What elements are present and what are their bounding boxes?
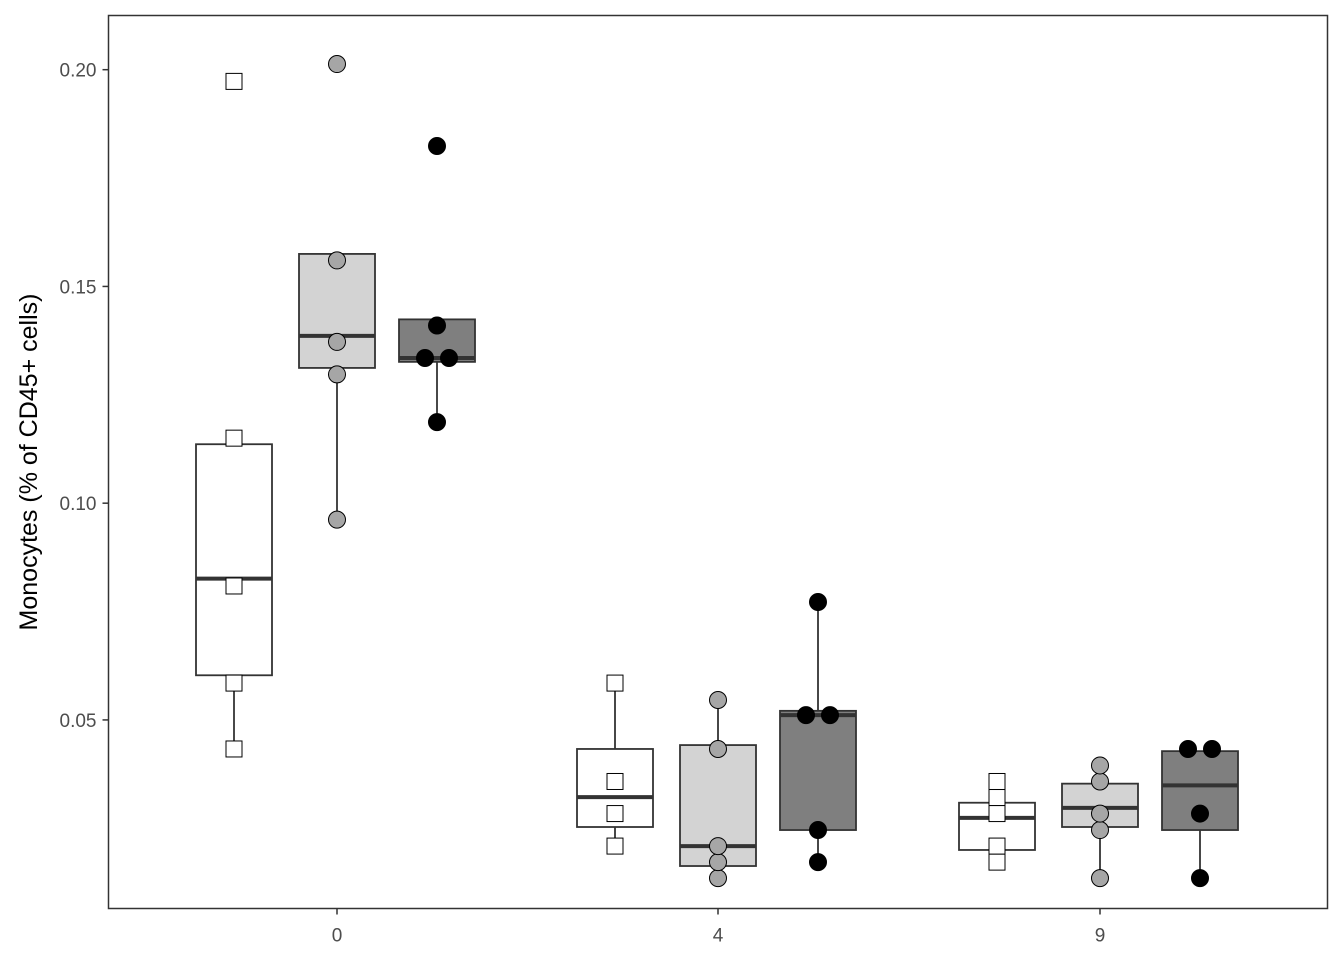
data-point — [440, 348, 458, 367]
y-tick-label: 0.05 — [60, 711, 97, 732]
data-point — [988, 837, 1006, 855]
data-point — [809, 821, 827, 840]
data-point — [988, 805, 1006, 823]
data-point — [988, 853, 1006, 871]
data-point — [709, 837, 727, 856]
data-point — [809, 853, 827, 872]
data-point — [1091, 821, 1109, 840]
data-point — [1179, 739, 1197, 758]
y-tick-label: 0.10 — [60, 494, 97, 515]
data-point — [709, 690, 727, 709]
data-point — [709, 853, 727, 872]
data-point — [1091, 804, 1109, 823]
y-tick-label: 0.15 — [60, 277, 97, 298]
data-point — [225, 72, 243, 90]
y-axis-title: Monocytes (% of CD45+ cells) — [15, 294, 43, 631]
box — [398, 318, 476, 363]
data-point — [1203, 739, 1221, 758]
box — [779, 709, 857, 831]
x-tick-label: 0 — [332, 926, 343, 947]
data-point — [709, 739, 727, 758]
data-point — [606, 772, 624, 790]
data-point — [328, 365, 346, 384]
data-point — [809, 593, 827, 612]
data-point — [709, 869, 727, 888]
data-point — [328, 55, 346, 74]
data-point — [1191, 869, 1209, 888]
data-point — [1091, 772, 1109, 791]
data-point — [428, 316, 446, 335]
data-point — [328, 332, 346, 351]
data-point — [1091, 756, 1109, 775]
data-point — [988, 772, 1006, 790]
data-point — [606, 674, 624, 692]
data-point — [1091, 869, 1109, 888]
data-point — [328, 251, 346, 270]
y-tick-label: 0.20 — [60, 61, 97, 82]
data-point — [606, 837, 624, 855]
data-point — [328, 510, 346, 529]
data-point — [606, 805, 624, 823]
chart-marks — [195, 55, 1239, 888]
data-point — [428, 413, 446, 432]
x-tick-label: 9 — [1095, 926, 1106, 947]
data-point — [988, 789, 1006, 807]
data-point — [821, 706, 839, 725]
box — [195, 443, 273, 677]
data-point — [225, 429, 243, 447]
data-point — [225, 674, 243, 692]
data-point — [416, 348, 434, 367]
data-point — [225, 577, 243, 595]
data-point — [797, 706, 815, 725]
axes: 0.05 0.10 0.15 0.20 0 4 9 — [60, 61, 1106, 947]
data-point — [1191, 804, 1209, 823]
x-tick-label: 4 — [713, 926, 724, 947]
data-point — [225, 740, 243, 758]
data-point — [428, 136, 446, 155]
